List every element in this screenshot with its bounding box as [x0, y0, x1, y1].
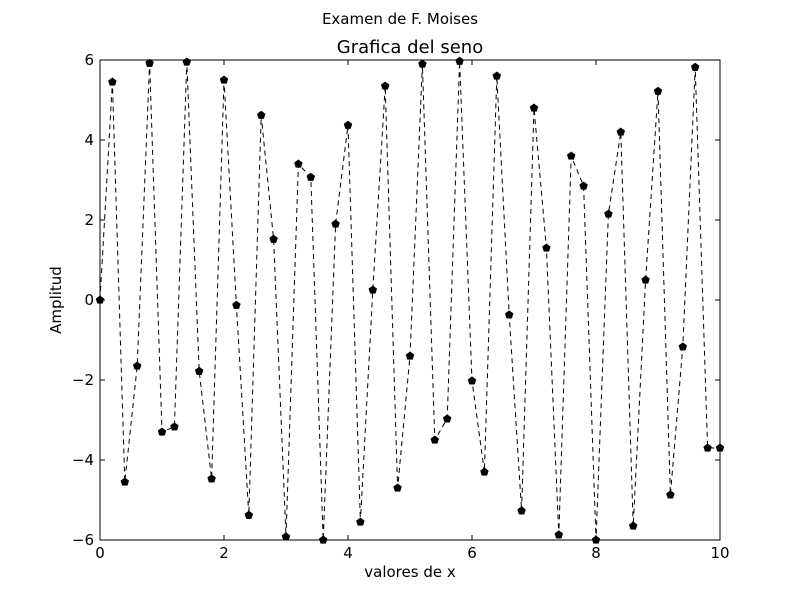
- data-point: [356, 517, 365, 526]
- data-point: [368, 285, 378, 294]
- data-point: [604, 209, 613, 218]
- data-point: [467, 376, 477, 385]
- data-point: [492, 71, 502, 80]
- ticks-layer: 0 2 4 6 8 10 −6 −4 −2 0 2 4 6: [72, 51, 730, 562]
- data-point: [145, 58, 154, 67]
- data-point: [517, 506, 526, 515]
- x-tick-label: 0: [95, 544, 105, 562]
- data-point: [331, 219, 340, 228]
- data-point: [455, 56, 464, 65]
- axes-frame: [99, 59, 721, 541]
- data-point: [579, 181, 588, 190]
- figure-suptitle: Examen de F. Moises: [322, 10, 478, 28]
- data-point: [616, 127, 626, 136]
- data-point: [566, 151, 576, 160]
- data-point: [628, 521, 638, 530]
- data-point: [244, 510, 254, 519]
- data-point: [108, 77, 117, 86]
- data-point: [120, 477, 130, 486]
- y-tick-label: 4: [84, 131, 94, 149]
- x-tick-label: 10: [710, 544, 729, 562]
- data-point: [256, 110, 266, 119]
- data-point: [306, 172, 316, 181]
- data-point: [504, 310, 514, 319]
- y-tick-label: −6: [72, 531, 94, 549]
- data-point: [269, 234, 278, 243]
- data-point: [380, 81, 390, 90]
- y-axis-label: Amplitud: [47, 266, 65, 334]
- data-point: [703, 443, 712, 452]
- data-point: [678, 342, 688, 351]
- x-tick-label: 6: [467, 544, 477, 562]
- data-point: [194, 366, 204, 375]
- data-point: [232, 300, 241, 309]
- y-tick-label: −2: [72, 371, 94, 389]
- data-point: [690, 62, 700, 71]
- y-tick-label: −4: [72, 451, 94, 469]
- x-tick-label: 4: [343, 544, 353, 562]
- y-tick-label: 2: [84, 211, 94, 229]
- plot-area: [100, 60, 720, 540]
- data-point: [405, 351, 415, 360]
- x-tick-label: 2: [219, 544, 229, 562]
- data-point: [666, 490, 675, 499]
- data-point: [653, 86, 663, 95]
- data-point: [542, 243, 551, 252]
- y-tick-label: 6: [84, 51, 94, 69]
- data-point: [207, 474, 216, 483]
- data-point: [529, 103, 539, 112]
- data-point: [343, 120, 353, 129]
- data-point: [294, 159, 303, 168]
- data-point: [170, 422, 179, 431]
- data-point: [418, 59, 427, 68]
- data-point: [430, 435, 440, 444]
- data-point: [442, 414, 452, 423]
- y-tick-label: 0: [84, 291, 94, 309]
- x-tick-label: 8: [591, 544, 601, 562]
- data-point: [554, 530, 564, 539]
- data-point: [132, 361, 142, 370]
- x-axis-label: valores de x: [364, 563, 456, 581]
- data-point: [480, 467, 489, 476]
- data-point: [157, 427, 167, 436]
- data-point: [393, 483, 402, 492]
- chart-title: Grafica del seno: [337, 37, 483, 58]
- data-point: [641, 275, 650, 284]
- data-point: [219, 75, 229, 84]
